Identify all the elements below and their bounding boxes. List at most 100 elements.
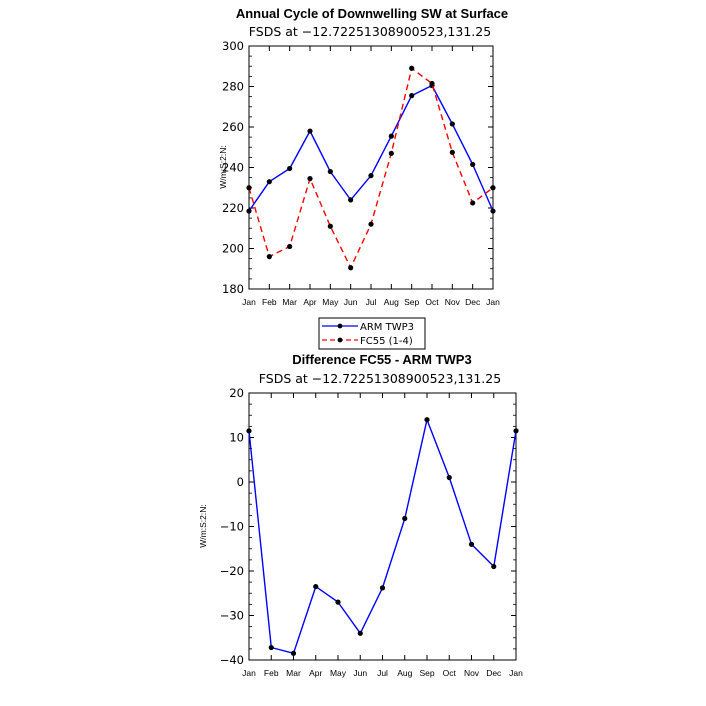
- chart1-y-axis-label: W/m:S:2:N:: [218, 145, 228, 188]
- chart2-ytick-label: −20: [220, 564, 244, 578]
- chart1-series-1-point: [287, 165, 293, 172]
- chart1-xtick-label: Jan: [242, 297, 256, 307]
- chart1-xtick-label: Oct: [425, 297, 439, 307]
- legend-marker-arm: [337, 323, 343, 329]
- chart2-ytick-label: −10: [220, 520, 244, 534]
- chart1-series-1-point: [470, 161, 476, 168]
- chart1-series-2-point: [348, 265, 354, 271]
- chart1-axes: [248, 45, 494, 290]
- chart2-xtick-label: Nov: [464, 668, 480, 678]
- chart2-series-1-point: [446, 474, 452, 481]
- chart1-xtick-label: Dec: [465, 297, 481, 307]
- chart2-ytick-label: 0: [237, 475, 244, 489]
- chart2-series-1-point: [313, 583, 319, 590]
- chart1-series-2-point: [409, 65, 415, 71]
- chart2-x-tick-labels: Jan Feb Mar Apr May Jun Jul Aug Sep Oct Nov Dec Jan: [242, 668, 523, 678]
- chart1-xtick-label: Jun: [344, 297, 358, 307]
- chart1-ytick-label: 180: [222, 282, 244, 296]
- chart1-ytick-label: 200: [222, 242, 244, 256]
- chart1-series-2-point: [470, 200, 476, 206]
- legend-label-fc55: FC55 (1-4): [360, 336, 413, 347]
- chart1-ytick-label: 240: [222, 161, 244, 175]
- chart2-series-1-point: [424, 417, 430, 423]
- chart2-xtick-label: Jan: [242, 668, 256, 678]
- chart2-series-1-point: [246, 428, 252, 434]
- chart2-xtick-label: Jun: [353, 668, 367, 678]
- chart2-axes: [248, 392, 517, 661]
- chart1-xtick-label: May: [322, 297, 339, 307]
- chart2-xtick-label: Dec: [486, 668, 502, 678]
- chart2-ytick-label: 20: [229, 386, 244, 400]
- chart1-series-1-point: [266, 179, 272, 185]
- chart2-series-1-point: [290, 650, 297, 656]
- chart2-series-1-point: [513, 428, 519, 434]
- chart1-legend: ARM TWP3 FC55 (1-4): [318, 317, 426, 350]
- chart1-series-1-point: [307, 128, 313, 134]
- chart1-x-tick-labels: Jan Feb Mar Apr May Jun Jul Aug Sep Oct Nov Dec Jan: [242, 297, 500, 307]
- chart2-frame: [248, 392, 517, 661]
- chart1-series-2-point: [368, 221, 374, 227]
- chart1-plot-area: [246, 65, 496, 271]
- chart2-plot-area: [246, 417, 519, 656]
- chart1-ytick-label: 260: [222, 120, 244, 134]
- chart2-xtick-label: Aug: [397, 668, 412, 678]
- chart2-subtitle: FSDS at −12.72251308900523,131.25: [259, 371, 501, 386]
- legend-label-arm: ARM TWP3: [360, 322, 414, 333]
- chart1-y-tick-labels: 180 200 220 240 260 280 300: [222, 39, 244, 296]
- chart2-xtick-label: Sep: [419, 668, 434, 678]
- chart2-xtick-label: Jul: [377, 668, 388, 678]
- chart1-ytick-label: 280: [222, 80, 244, 94]
- chart1-xtick-label: Apr: [303, 297, 316, 307]
- chart2-series-1-point: [268, 644, 274, 651]
- chart1-frame: [248, 45, 494, 290]
- chart2-xtick-label: Apr: [309, 668, 322, 678]
- chart1-series-1-point: [449, 121, 455, 127]
- chart2-xtick-label: Mar: [286, 668, 301, 678]
- chart1-xtick-label: Jul: [366, 297, 377, 307]
- chart1-series-2-point: [429, 80, 435, 87]
- legend-marker-fc55: [337, 337, 343, 343]
- chart2-xtick-label: Feb: [264, 668, 279, 678]
- chart1-xtick-label: Feb: [262, 297, 277, 307]
- chart2-xtick-label: Jan: [509, 668, 523, 678]
- chart1-series-1-point: [246, 208, 252, 214]
- chart2-y-tick-labels: −40 −30 −20 −10 0 10 20: [220, 386, 244, 667]
- chart2-y-axis-label: W/m:S:2:N:: [198, 504, 208, 547]
- chart2-series-1-point: [468, 541, 475, 547]
- chart1-series-2-point: [266, 254, 272, 260]
- chart1-series-1-point: [327, 168, 333, 175]
- chart1-series-1-point: [388, 133, 394, 139]
- chart1-series-2-point: [307, 176, 313, 182]
- chart1-series-2-point: [287, 243, 293, 250]
- chart1-series-1-point: [348, 197, 354, 203]
- chart2-series-1-point: [491, 563, 497, 570]
- chart1-xtick-label: Mar: [282, 297, 297, 307]
- chart2-series-line-1: [248, 419, 517, 654]
- chart1-title: Annual Cycle of Downwelling SW at Surfac…: [236, 6, 508, 21]
- chart1-series-2-point: [388, 150, 394, 156]
- chart1-ytick-label: 300: [222, 39, 244, 53]
- chart1-series-1-point: [368, 173, 374, 179]
- chart2-xtick-label: Oct: [443, 668, 457, 678]
- chart2-series-1-point: [335, 599, 341, 605]
- chart1-series-2-point: [449, 149, 455, 155]
- chart2-xtick-label: May: [330, 668, 347, 678]
- chart1-subtitle: FSDS at −12.72251308900523,131.25: [249, 24, 491, 39]
- chart1-xtick-label: Sep: [404, 297, 419, 307]
- chart1-xtick-label: Jan: [486, 297, 500, 307]
- chart2-title: Difference FC55 - ARM TWP3: [292, 352, 471, 367]
- chart2-ytick-label: −30: [220, 609, 244, 623]
- chart1-ytick-label: 220: [222, 201, 244, 215]
- chart2-series-1-point: [402, 515, 408, 522]
- chart1-series-line-1: [248, 84, 494, 212]
- chart2-series-1-point: [357, 630, 363, 636]
- legend-box: [318, 317, 426, 350]
- chart1-series-1-point: [490, 208, 496, 214]
- chart2-ytick-label: 10: [229, 431, 244, 445]
- chart1-xtick-label: Nov: [445, 297, 461, 307]
- chart2-series-1-point: [379, 585, 386, 591]
- chart1-xtick-label: Aug: [384, 297, 399, 307]
- chart1-series-line-2: [248, 67, 494, 269]
- chart1-series-2-point: [490, 185, 496, 191]
- chart2-ytick-label: −40: [220, 653, 244, 667]
